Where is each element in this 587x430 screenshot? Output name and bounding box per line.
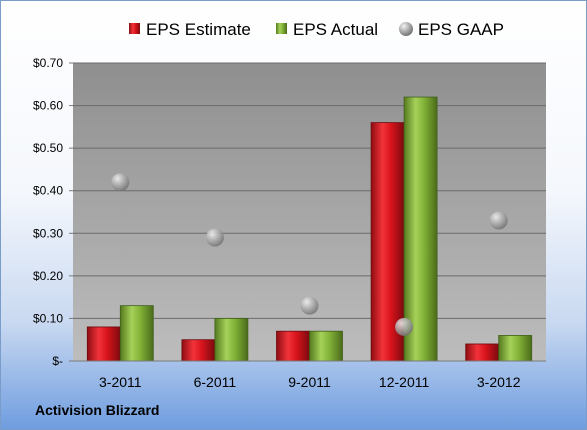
company-label: Activision Blizzard <box>35 402 160 418</box>
y-tick-label: $0.10 <box>33 311 63 325</box>
x-category-label: 3-2012 <box>477 374 521 390</box>
y-tick-label: $- <box>52 354 63 368</box>
x-axis-categories: 3-2011 6-2011 9-2011 12-2011 3-2012 <box>99 374 521 390</box>
bar-eps-actual <box>498 335 533 362</box>
legend-swatch-eps-actual <box>276 23 287 34</box>
marker-eps-gaap <box>205 228 224 247</box>
marker-eps-gaap <box>111 173 130 192</box>
bar-eps-estimate <box>465 343 500 362</box>
legend-label-eps-actual: EPS Actual <box>293 20 378 39</box>
y-tick-label: $0.50 <box>33 141 63 155</box>
marker-eps-gaap <box>395 317 414 336</box>
x-category-label: 6-2011 <box>194 374 237 390</box>
legend-label-eps-estimate: EPS Estimate <box>146 20 251 39</box>
x-category-label: 12-2011 <box>379 374 430 390</box>
bar-eps-estimate <box>276 330 310 362</box>
y-tick-label: $0.70 <box>33 56 63 70</box>
bar-eps-estimate <box>86 326 121 362</box>
bar-eps-actual <box>403 96 438 362</box>
bar-eps-actual <box>309 330 343 362</box>
y-tick-label: $0.20 <box>33 269 63 283</box>
legend-swatch-eps-gaap <box>399 22 413 36</box>
marker-eps-gaap <box>300 296 319 315</box>
x-category-label: 9-2011 <box>288 374 331 390</box>
x-category-label: 3-2011 <box>99 374 142 390</box>
y-tick-label: $0.30 <box>33 226 63 240</box>
bar-eps-actual <box>214 318 249 362</box>
y-tick-label: $0.40 <box>33 184 63 198</box>
legend-label-eps-gaap: EPS GAAP <box>418 20 504 39</box>
bar-eps-actual <box>119 305 154 362</box>
chart-legend: EPS Estimate EPS Actual EPS GAAP <box>129 20 504 39</box>
gaap-markers <box>111 173 508 336</box>
bar-eps-estimate <box>181 339 216 362</box>
bars <box>86 96 533 362</box>
legend-swatch-eps-estimate <box>129 23 140 34</box>
marker-eps-gaap <box>489 211 508 230</box>
y-axis-ticks: $- $0.10 $0.20 $0.30 $0.40 $0.50 $0.60 $0.70 <box>33 56 63 368</box>
gridlines <box>69 62 546 362</box>
y-tick-label: $0.60 <box>33 99 63 113</box>
